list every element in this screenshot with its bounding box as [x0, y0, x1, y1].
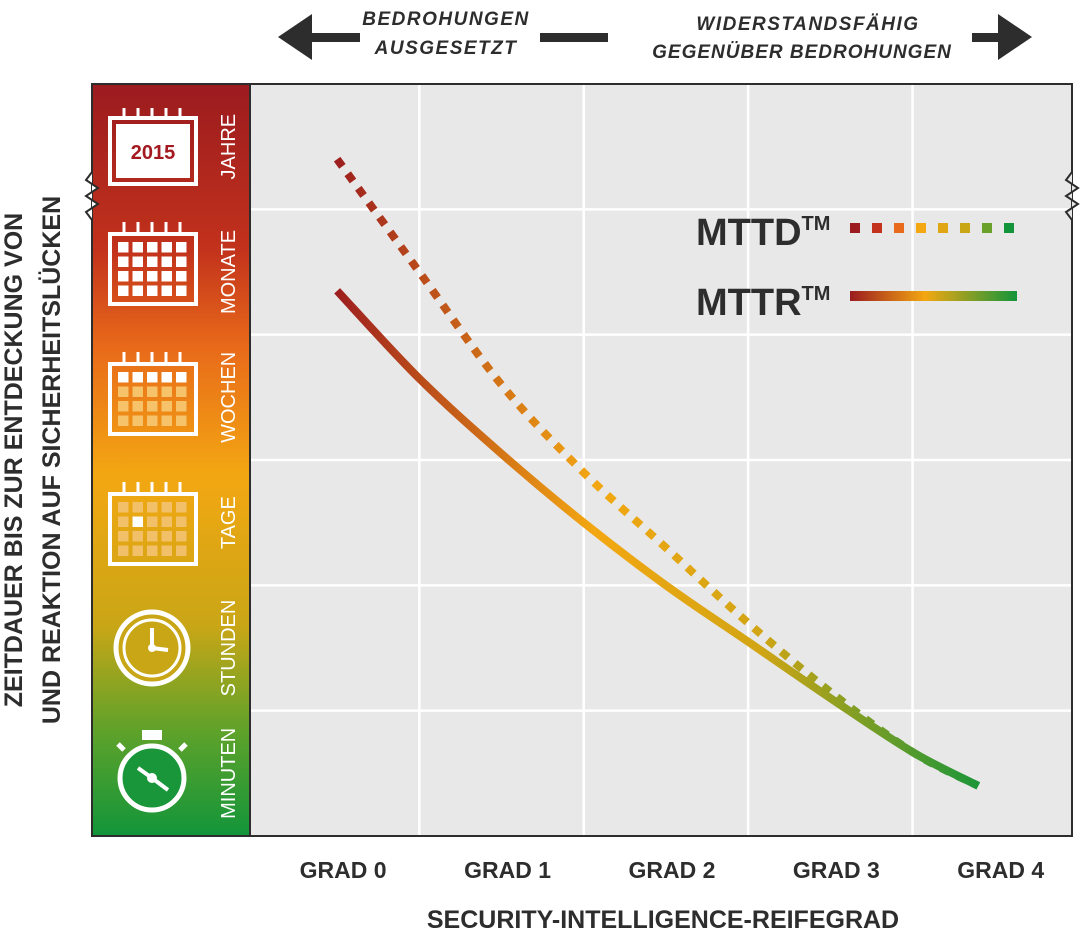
axis-break-left: [84, 171, 100, 221]
y-level-label: STUNDEN: [218, 600, 240, 697]
y-level-label: JAHRE: [218, 114, 240, 180]
legend-mttd-label: MTTDTM: [696, 212, 830, 254]
y-axis-title-1: ZEITDAUER BIS ZUR ENTDECKUNG VON: [0, 213, 28, 707]
legend-mttr-swatch: [850, 291, 1017, 301]
calendar-month-icon: [108, 222, 198, 306]
legend-mttd-swatch: [850, 223, 1014, 233]
arrow-left-label-1: BEDROHUNGEN: [362, 9, 529, 30]
direction-arrow: [278, 14, 1032, 60]
arrow-right-label-2: GEGENÜBER BEDROHUNGEN: [652, 42, 952, 63]
legend: MTTDTM MTTRTM: [696, 212, 1017, 324]
x-tick-label: GRAD 3: [793, 857, 880, 883]
clock-icon: [113, 609, 191, 687]
x-tick-label: GRAD 0: [300, 857, 387, 883]
x-axis-title: SECURITY-INTELLIGENCE-REIFEGRAD: [427, 906, 899, 934]
y-axis-title-2: UND REAKTION AUF SICHERHEITSLÜCKEN: [37, 196, 66, 724]
calendar-year-text: 2015: [131, 142, 176, 164]
axis-break-right: [1064, 171, 1080, 221]
y-level-label: WOCHEN: [218, 352, 240, 443]
series-mttd-line: [333, 156, 981, 790]
time-scale-band: [91, 83, 251, 837]
x-tick-label: GRAD 1: [464, 857, 551, 883]
calendar-week-icon: [108, 352, 198, 436]
calendar-day-icon: [108, 482, 198, 566]
stopwatch-icon: [116, 730, 188, 813]
legend-mttr-label: MTTRTM: [696, 282, 830, 324]
y-level-label: MINUTEN: [218, 728, 240, 819]
arrow-right-label-1: WIDERSTANDSFÄHIG: [696, 14, 919, 35]
series-mttr-line: [334, 288, 981, 790]
y-level-label: TAGE: [218, 496, 240, 549]
arrow-left-label-2: AUSGESETZT: [374, 38, 518, 59]
calendar-year-icon: 2015: [108, 108, 198, 186]
x-tick-label: GRAD 4: [957, 857, 1044, 883]
y-level-label: MONATE: [218, 230, 240, 314]
x-tick-label: GRAD 2: [628, 857, 715, 883]
grid: [250, 84, 1072, 836]
